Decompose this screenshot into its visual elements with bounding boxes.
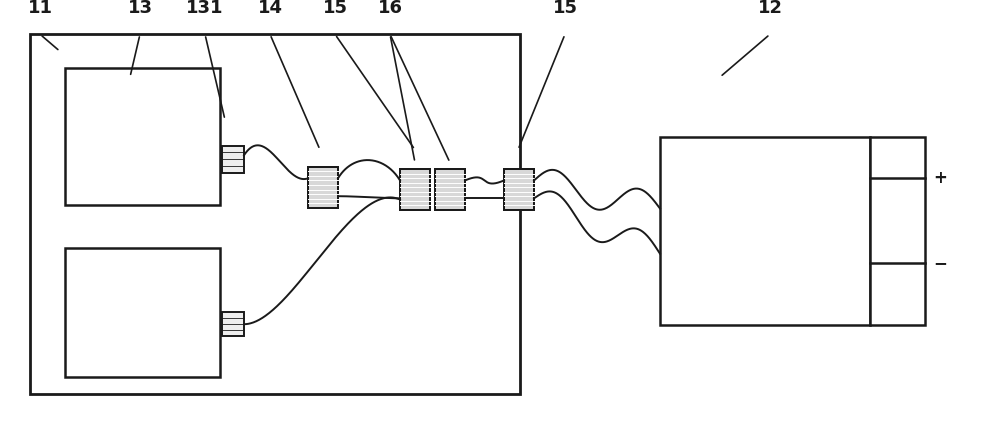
Text: −: −: [933, 254, 947, 272]
Text: 12: 12: [758, 0, 782, 17]
Bar: [435, 169, 465, 210]
Text: 14: 14: [258, 0, 283, 17]
Bar: [308, 167, 338, 208]
Text: 131: 131: [186, 0, 224, 17]
Bar: [308, 167, 338, 208]
Text: 16: 16: [378, 0, 402, 17]
Bar: [504, 169, 534, 210]
Bar: [65, 68, 220, 205]
Text: 13: 13: [128, 0, 152, 17]
Bar: [30, 34, 520, 394]
Text: 11: 11: [28, 0, 52, 17]
Text: 15: 15: [322, 0, 348, 17]
Text: 15: 15: [552, 0, 578, 17]
Bar: [435, 169, 465, 210]
Bar: [65, 248, 220, 377]
Bar: [504, 169, 534, 210]
Bar: [400, 169, 430, 210]
Bar: [660, 137, 870, 325]
Text: +: +: [933, 169, 947, 187]
Bar: [870, 137, 925, 325]
Bar: [222, 146, 244, 173]
Bar: [222, 312, 244, 336]
Bar: [400, 169, 430, 210]
